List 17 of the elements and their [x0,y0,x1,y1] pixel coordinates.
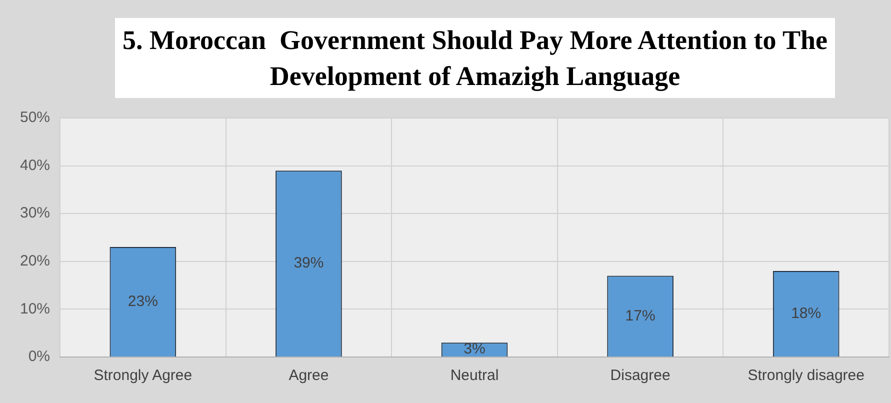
chart-title: 5. Moroccan Government Should Pay More Attention to The Development of Amazigh Language [115,18,835,98]
y-tick-label: 10% [20,300,50,318]
data-label: 18% [791,304,822,322]
data-label: 23% [128,292,158,310]
x-tick-label: Strongly Agree [94,367,192,384]
y-tick-label: 20% [20,252,50,270]
x-tick-label: Agree [288,367,329,384]
data-label: 39% [294,254,324,272]
data-label: 17% [625,307,656,324]
data-label: 3% [464,340,486,358]
y-tick-label: 30% [20,204,50,222]
x-tick-label: Disagree [610,367,670,384]
x-tick-label: Strongly disagree [748,367,864,384]
x-tick-label: Neutral [450,367,499,384]
y-tick-label: 40% [20,156,50,174]
y-tick-label: 50% [20,109,50,126]
y-tick-label: 0% [28,348,50,366]
